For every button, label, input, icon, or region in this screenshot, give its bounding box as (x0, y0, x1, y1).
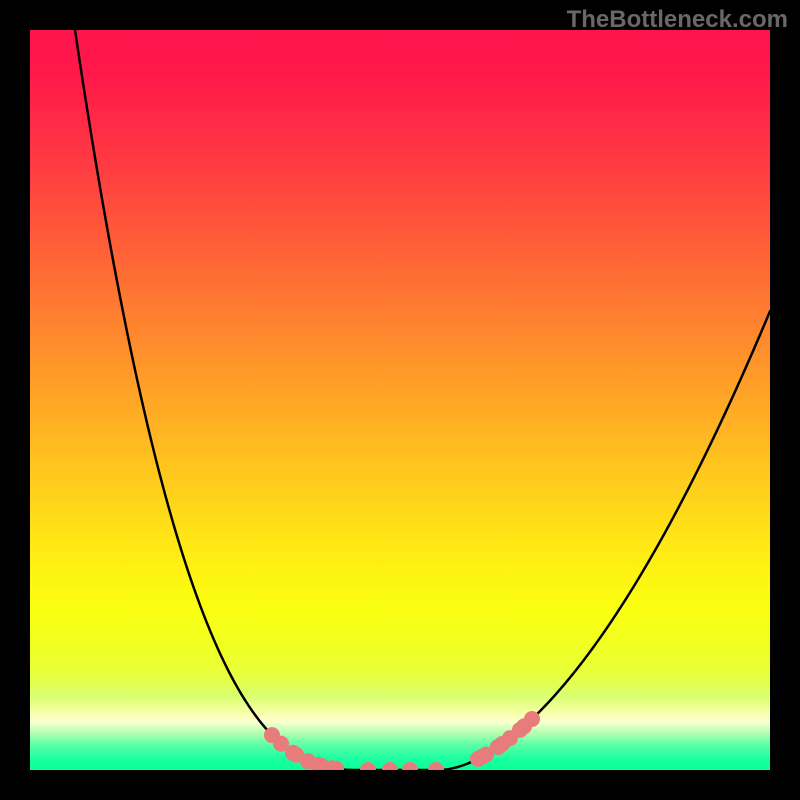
frame-left (0, 0, 30, 800)
chart-root: TheBottleneck.com (0, 0, 800, 800)
curve-marker (524, 711, 540, 727)
frame-bottom (0, 770, 800, 800)
chart-svg (0, 0, 800, 800)
frame-right (770, 0, 800, 800)
watermark-text: TheBottleneck.com (567, 6, 788, 34)
